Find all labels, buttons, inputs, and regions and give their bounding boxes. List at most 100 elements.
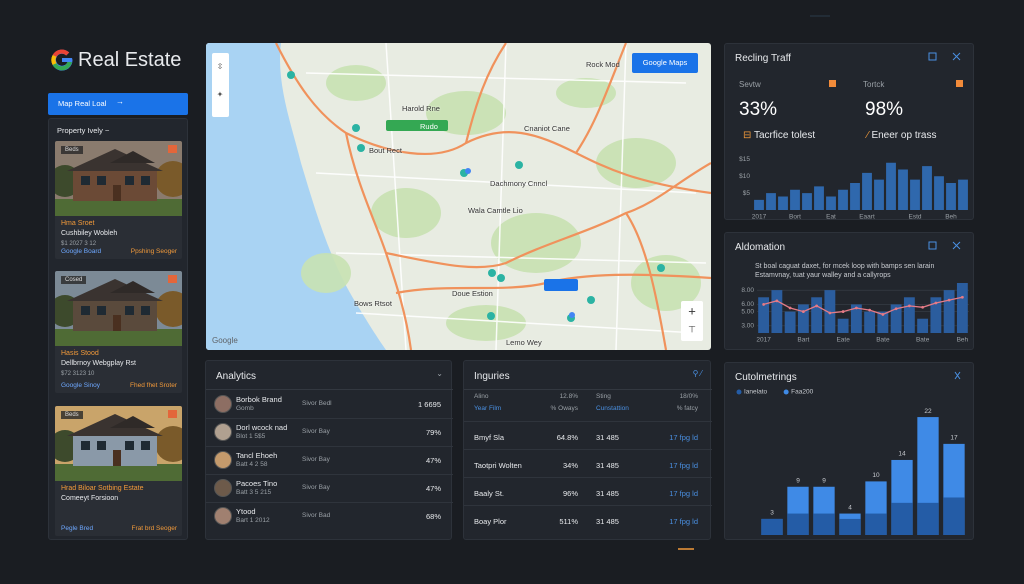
shape-rect	[168, 410, 177, 418]
property-card[interactable]: Beds Hrad Biloar Sotbing Estate Comeeyt Fo…	[55, 406, 182, 536]
google-maps-button[interactable]: Google Maps	[632, 53, 698, 73]
bar	[958, 179, 968, 210]
y-tick-label: $5	[743, 190, 751, 197]
shape-polygon	[67, 279, 163, 301]
property-card[interactable]: Cosed Hasis Stood Dellbrnoy Webgplay Rst $7…	[55, 271, 182, 393]
shape-rect	[55, 199, 182, 216]
row-divider	[464, 449, 712, 450]
map-label: Lemo Wey	[506, 338, 542, 347]
filter-dropdown[interactable]: Property Ively ~	[57, 126, 109, 135]
bar	[813, 513, 835, 535]
chart-subtitle: St boal caguat daxet, for mcek loop with…	[755, 263, 935, 279]
map-label: Harold Rne	[402, 104, 440, 113]
shape-path	[315, 172, 697, 194]
map-canvas: + ⊤ ⇳ ✦	[206, 43, 711, 350]
row-sub: Bart 1 2012	[236, 517, 270, 524]
property-action: Fhed fhet Sroter	[130, 382, 177, 389]
shape-circle	[155, 291, 182, 327]
shape-rect	[113, 185, 121, 201]
x-tick-label: Eate	[836, 337, 850, 344]
avatar	[214, 395, 232, 413]
shape-ellipse	[596, 138, 676, 188]
line-point	[775, 299, 779, 303]
map-label: Rudo	[420, 122, 438, 131]
shape-circle	[357, 144, 365, 152]
bar	[850, 304, 862, 333]
row-divider	[464, 421, 712, 422]
cell: 511%	[559, 517, 578, 526]
bar	[943, 497, 965, 535]
row-name: Ytood	[236, 507, 256, 516]
row-tag: Sivor Bay	[302, 428, 330, 435]
y-tick-label: 6.00	[741, 301, 754, 308]
shape-polygon	[110, 151, 155, 163]
x-tick-label: Bate	[916, 337, 930, 344]
filter-label: Property Ively	[57, 126, 103, 135]
property-photo	[55, 406, 182, 481]
shape-rect	[212, 53, 229, 117]
property-price: $72 3123 10	[61, 371, 95, 377]
panel-actions[interactable]: ⚲ ⁄	[692, 369, 702, 378]
row-tag: Sivor Bad	[302, 512, 331, 519]
row-value: 79%	[425, 428, 441, 437]
property-tag: Hasis Stood	[61, 350, 99, 357]
metrics-chart: 3 9 9 4 10 14 22 17 Ianelato Faa200	[736, 389, 965, 535]
row-name: Dorl wcock nad	[236, 423, 288, 432]
shape-path	[355, 312, 697, 334]
bar	[837, 318, 849, 333]
bar	[890, 304, 902, 333]
x-tick-label: Eat	[826, 214, 836, 219]
shape-span: ⊟	[743, 130, 752, 141]
shape-rect	[386, 120, 448, 131]
bar	[754, 199, 764, 210]
shape-rect	[168, 145, 177, 153]
stat-caption: ⁄ Eneer op trass	[867, 130, 937, 141]
map-label: Bows Rtsot	[354, 299, 392, 308]
bar	[943, 290, 955, 333]
shape-ellipse	[371, 188, 441, 238]
property-title: Cushbiley Wobleh	[61, 230, 118, 237]
bar	[839, 518, 861, 535]
shape-circle	[155, 426, 182, 462]
shape-rect	[113, 315, 121, 331]
shape-rect	[113, 450, 121, 466]
property-card[interactable]: Beds Hma Sroet Cushbiley Wobleh $1 2027 3 1…	[55, 141, 182, 259]
line-point	[881, 313, 885, 316]
bar	[865, 513, 887, 535]
panel-menu[interactable]: ⌄	[436, 369, 443, 378]
line-point	[921, 305, 925, 309]
bar	[824, 290, 836, 333]
property-badge: Beds	[61, 146, 83, 154]
map-label: Cnaniot Cane	[524, 124, 570, 133]
row-tag: Sivor Bay	[302, 484, 330, 491]
shape-rect	[168, 275, 177, 283]
bar	[790, 189, 800, 210]
header-cell: Alino	[474, 393, 489, 400]
bar	[758, 297, 770, 333]
line-point	[894, 307, 898, 311]
panel-icons[interactable]	[925, 52, 965, 62]
y-tick-label: $10	[739, 173, 750, 180]
x-tick-label: 2017	[756, 337, 771, 344]
shape-rect	[81, 306, 90, 315]
data-label: 4	[848, 504, 852, 511]
shape-path	[385, 43, 407, 350]
cell: 31 485	[596, 517, 619, 526]
shape-circle	[569, 312, 575, 318]
row-value: 68%	[425, 512, 441, 521]
panel-icons[interactable]	[945, 371, 965, 381]
map-button[interactable]: Map Real Loal →	[48, 93, 188, 115]
shape-polygon	[67, 149, 163, 171]
legend-label: Ianelato	[744, 389, 768, 396]
map[interactable]: + ⊤ ⇳ ✦ Google Maps Google Rock Mod Haro…	[206, 43, 711, 350]
caption-text: Tacrfice tolest	[754, 130, 816, 141]
property-action: Frat brd Seoger	[131, 525, 177, 532]
shape-rect	[141, 441, 150, 450]
panel-icons[interactable]	[925, 241, 965, 251]
shape-rect	[81, 441, 90, 450]
x-tick-label: Bate	[876, 337, 890, 344]
line-point	[947, 298, 951, 302]
row-divider	[206, 418, 453, 419]
shape-rect	[125, 441, 134, 450]
shape-circle	[287, 71, 295, 79]
